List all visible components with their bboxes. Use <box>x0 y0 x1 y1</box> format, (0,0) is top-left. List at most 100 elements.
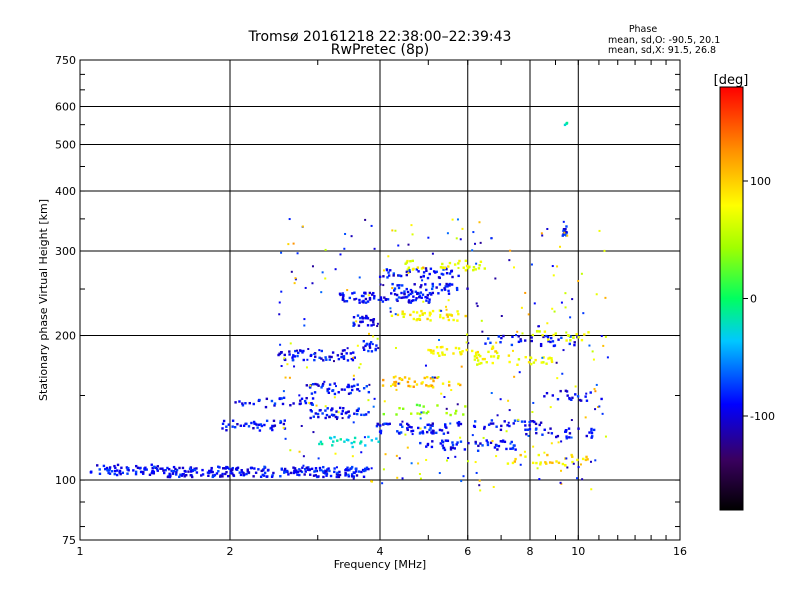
data-point <box>549 340 552 344</box>
data-point <box>303 399 307 403</box>
data-point <box>169 474 172 477</box>
data-point <box>231 466 234 470</box>
data-point <box>550 359 553 362</box>
data-point <box>299 399 302 402</box>
data-point <box>226 466 229 469</box>
data-point <box>374 347 377 351</box>
data-point <box>421 432 425 435</box>
data-point <box>325 470 328 473</box>
data-point <box>283 469 286 472</box>
data-point <box>289 404 292 407</box>
data-point <box>311 265 314 268</box>
data-point <box>485 439 488 442</box>
data-point <box>497 444 501 448</box>
data-point <box>271 474 274 477</box>
data-point <box>252 420 256 424</box>
data-point <box>524 339 527 342</box>
data-point <box>231 419 235 422</box>
data-point <box>376 422 379 426</box>
data-point <box>373 294 376 298</box>
data-point <box>435 346 439 349</box>
data-point <box>477 353 481 357</box>
data-point <box>328 415 331 419</box>
data-point <box>392 274 395 277</box>
data-point <box>390 385 393 388</box>
data-point <box>540 361 543 364</box>
data-point <box>534 358 537 362</box>
data-point <box>412 385 415 388</box>
data-point <box>353 298 356 301</box>
data-point <box>533 302 536 305</box>
data-point <box>313 470 316 473</box>
data-point <box>352 315 356 319</box>
data-point <box>391 282 394 286</box>
data-point <box>406 446 409 449</box>
data-point <box>333 467 336 470</box>
data-point <box>231 468 234 472</box>
data-point <box>415 268 419 271</box>
data-point <box>463 448 467 451</box>
data-point <box>406 295 409 298</box>
data-point <box>321 412 324 415</box>
data-point <box>414 290 417 293</box>
colorbar-tick-label: 0 <box>750 293 757 306</box>
data-point <box>367 349 370 353</box>
data-point <box>126 472 129 475</box>
data-point <box>575 333 578 336</box>
data-point <box>350 467 353 470</box>
data-point <box>428 428 431 432</box>
data-point <box>294 471 298 474</box>
data-point <box>565 122 568 125</box>
data-point <box>365 466 369 469</box>
data-point <box>436 376 439 380</box>
data-point <box>409 313 412 317</box>
data-point <box>606 356 609 359</box>
data-point <box>333 392 337 396</box>
data-point <box>479 241 482 244</box>
data-point <box>473 355 477 358</box>
data-point <box>569 335 572 338</box>
data-point <box>303 473 306 476</box>
data-point <box>438 339 441 342</box>
data-point <box>312 415 316 418</box>
data-point <box>166 466 169 470</box>
data-point <box>411 233 414 236</box>
data-point <box>242 471 245 475</box>
data-point <box>542 335 545 339</box>
data-point <box>408 425 411 429</box>
data-point <box>557 338 560 341</box>
data-point <box>480 319 483 322</box>
data-point <box>602 344 605 347</box>
data-point <box>550 336 553 340</box>
data-point <box>465 341 468 344</box>
data-point <box>589 391 592 394</box>
data-point <box>430 351 433 354</box>
data-point <box>267 468 270 472</box>
data-point <box>305 384 309 387</box>
data-point <box>337 391 340 394</box>
data-point <box>497 335 501 338</box>
data-point <box>331 444 334 447</box>
data-point <box>155 467 159 471</box>
data-point <box>175 471 178 474</box>
data-point <box>454 412 457 415</box>
data-point <box>456 218 459 221</box>
data-point <box>444 424 447 427</box>
data-point <box>464 259 468 263</box>
data-point <box>287 473 290 476</box>
data-point <box>410 426 413 429</box>
stats-heading: Phase <box>629 24 658 35</box>
data-point <box>348 414 351 417</box>
data-point <box>383 422 386 425</box>
data-point <box>304 470 307 473</box>
data-point <box>350 475 354 478</box>
data-point <box>231 472 234 475</box>
data-point <box>341 409 344 413</box>
data-point <box>445 272 449 275</box>
data-point <box>467 460 470 463</box>
data-point <box>594 459 597 462</box>
data-point <box>495 455 498 458</box>
data-point <box>484 342 487 345</box>
data-point <box>156 469 159 472</box>
data-point <box>248 401 251 405</box>
